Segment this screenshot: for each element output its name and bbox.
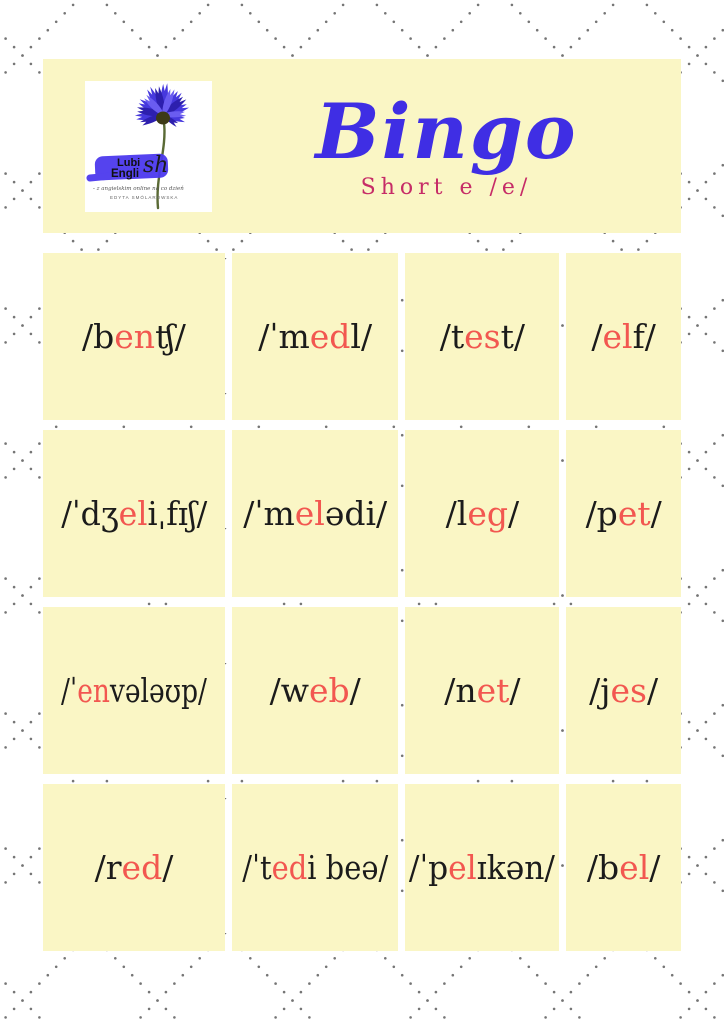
bingo-cell: /jes/ bbox=[566, 607, 681, 774]
bingo-grid: /benʧ/ /ˈmedl/ /test/ /elf/ /ˈdʒeliˌfɪʃ/… bbox=[43, 253, 681, 951]
bingo-cell: /test/ bbox=[405, 253, 560, 420]
ipa-segment: t/ bbox=[500, 317, 525, 356]
ipa-segment: ədi/ bbox=[324, 494, 388, 533]
ipa-transcription: /ˈmedl/ bbox=[258, 317, 372, 356]
ipa-transcription: /ˈmelədi/ bbox=[243, 494, 387, 533]
ipa-segment: f/ bbox=[632, 317, 656, 356]
ipa-segment: /j bbox=[589, 671, 611, 710]
flower-petals bbox=[134, 83, 190, 127]
ipa-segment: /ˈm bbox=[243, 494, 295, 533]
bingo-cell: /ˈmedl/ bbox=[231, 253, 399, 420]
ipa-accent-segment: el bbox=[602, 317, 633, 356]
ipa-accent-segment: ed bbox=[309, 317, 351, 356]
ipa-accent-segment: en bbox=[77, 671, 110, 710]
cornflower-image bbox=[134, 83, 190, 210]
ipa-accent-segment: es bbox=[464, 317, 501, 356]
ipa-transcription: /ˈtedi beə/ bbox=[242, 848, 388, 887]
ipa-segment: /w bbox=[269, 671, 309, 710]
ipa-accent-segment: eb bbox=[309, 671, 350, 710]
ipa-accent-segment: eg bbox=[467, 494, 508, 533]
logo-brand-script-suffix: sh bbox=[143, 153, 169, 178]
logo-brand-word-top: Lubi bbox=[117, 157, 141, 169]
bingo-cell: /ˈmelədi/ bbox=[231, 430, 399, 597]
ipa-segment: /n bbox=[444, 671, 477, 710]
ipa-segment: / bbox=[591, 317, 603, 356]
bingo-cell: /leg/ bbox=[405, 430, 560, 597]
ipa-segment: / bbox=[162, 848, 174, 887]
ipa-accent-segment: el bbox=[294, 494, 325, 533]
bingo-cell: /web/ bbox=[231, 607, 399, 774]
ipa-segment: /ˈdʒ bbox=[60, 494, 119, 533]
logo-tagline: - z angielskim online na co dzień bbox=[93, 186, 184, 192]
ipa-segment: /ˈp bbox=[409, 848, 449, 887]
ipa-segment: vələʊp/ bbox=[109, 671, 207, 710]
ipa-segment: / bbox=[650, 494, 662, 533]
ipa-segment: l/ bbox=[350, 317, 373, 356]
ipa-segment: /ˈ bbox=[61, 671, 78, 710]
ipa-accent-segment: el bbox=[118, 494, 148, 533]
ipa-transcription: /jes/ bbox=[589, 671, 658, 710]
ipa-segment: /r bbox=[94, 848, 122, 887]
ipa-accent-segment: el bbox=[619, 848, 650, 887]
ipa-segment: /ˈt bbox=[242, 848, 272, 887]
logo-brand-word-bottom: Engli bbox=[111, 168, 140, 180]
ipa-segment: ʧ/ bbox=[155, 317, 186, 356]
ipa-accent-segment: el bbox=[448, 848, 478, 887]
ipa-accent-segment: ed bbox=[121, 848, 163, 887]
ipa-segment: iˌfɪʃ/ bbox=[147, 494, 207, 533]
ipa-transcription: /leg/ bbox=[446, 494, 519, 533]
ipa-transcription: /net/ bbox=[444, 671, 520, 710]
ipa-transcription: /bel/ bbox=[587, 848, 660, 887]
ipa-segment: / bbox=[349, 671, 361, 710]
ipa-segment: /l bbox=[445, 494, 468, 533]
ipa-transcription: /ˈpelɪkən/ bbox=[409, 848, 555, 887]
ipa-transcription: /red/ bbox=[95, 848, 174, 887]
ipa-accent-segment: et bbox=[617, 494, 651, 533]
bingo-cell: /benʧ/ bbox=[43, 253, 225, 420]
ipa-transcription: /pet/ bbox=[586, 494, 662, 533]
bingo-cell: /ˈenvələʊp/ bbox=[43, 607, 225, 774]
ipa-segment: /b bbox=[82, 317, 115, 356]
ipa-transcription: /ˈdʒeliˌfɪʃ/ bbox=[61, 494, 207, 533]
ipa-transcription: /test/ bbox=[440, 317, 525, 356]
logo-lubi-english: Lubi Engli sh - z angielskim online na c… bbox=[85, 81, 212, 212]
ipa-accent-segment: et bbox=[476, 671, 510, 710]
ipa-transcription: /ˈenvələʊp/ bbox=[61, 671, 207, 710]
ipa-transcription: /elf/ bbox=[591, 317, 656, 356]
ipa-segment: / bbox=[647, 671, 659, 710]
ipa-transcription: /benʧ/ bbox=[82, 317, 186, 356]
bingo-cell: /ˈtedi beə/ bbox=[231, 784, 399, 951]
ipa-segment: /t bbox=[439, 317, 465, 356]
ipa-segment: / bbox=[649, 848, 661, 887]
logo-author-name: EDYTA SMÓLAROWSKA bbox=[110, 195, 179, 200]
bingo-cell: /elf/ bbox=[566, 253, 681, 420]
bingo-cell: /red/ bbox=[43, 784, 225, 951]
ipa-accent-segment: en bbox=[114, 317, 156, 356]
ipa-segment: /p bbox=[585, 494, 618, 533]
ipa-segment: / bbox=[507, 494, 520, 533]
header-panel: Lubi Engli sh - z angielskim online na c… bbox=[43, 59, 681, 233]
bingo-cell: /net/ bbox=[405, 607, 560, 774]
ipa-segment: i beə/ bbox=[307, 848, 389, 887]
bingo-cell: /bel/ bbox=[566, 784, 681, 951]
ipa-segment: /ˈm bbox=[258, 317, 310, 356]
bingo-cell: /ˈpelɪkən/ bbox=[405, 784, 560, 951]
page-subtitle: Short e /e/ bbox=[360, 175, 533, 201]
ipa-accent-segment: ed bbox=[271, 848, 308, 887]
ipa-transcription: /web/ bbox=[270, 671, 361, 710]
ipa-segment: / bbox=[509, 671, 521, 710]
bingo-cell: /ˈdʒeliˌfɪʃ/ bbox=[43, 430, 225, 597]
ipa-segment: /b bbox=[586, 848, 620, 887]
bingo-cell: /pet/ bbox=[566, 430, 681, 597]
ipa-accent-segment: es bbox=[610, 671, 647, 710]
ipa-segment: ɪkən/ bbox=[477, 848, 556, 887]
page-title: Bingo bbox=[315, 86, 578, 176]
title-block: Bingo Short e /e/ bbox=[212, 59, 681, 233]
